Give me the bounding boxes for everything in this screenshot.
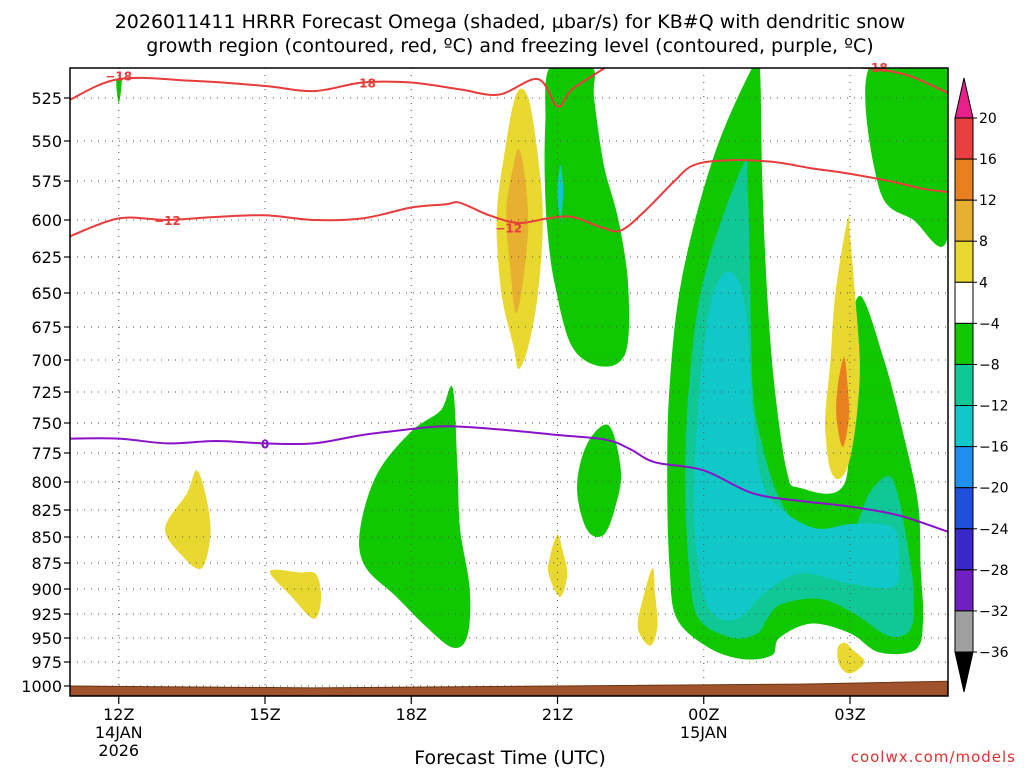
- colorbar-label: −20: [979, 481, 1009, 497]
- colorbar-label: 16: [979, 152, 997, 168]
- omega-region-o2: [836, 356, 850, 447]
- colorbar-bin: [954, 322, 974, 365]
- colorbar-label: −36: [979, 645, 1009, 661]
- colorbar-bin: [954, 446, 974, 489]
- y-tick-label: 575: [31, 172, 62, 191]
- colorbar: 20 16 12 8 4 −4 −8 −12 −16 −20 −24 −28 −32 −36: [954, 77, 1009, 693]
- dgz-contour-line: [70, 68, 607, 108]
- colorbar-bin: [954, 158, 974, 201]
- omega-region-y3: [165, 470, 211, 569]
- colorbar-label: −24: [979, 522, 1009, 538]
- freezing-level-line: [70, 425, 948, 533]
- colorbar-label: −16: [979, 440, 1009, 456]
- colorbar-bin: [954, 117, 974, 160]
- x-tick-label: 18Z: [396, 705, 427, 724]
- colorbar-label: −12: [979, 399, 1009, 415]
- colorbar-label: −28: [979, 563, 1009, 579]
- dgz-contour-label: −12: [495, 221, 522, 235]
- colorbar-bin: [954, 528, 974, 571]
- credit-text: coolwx.com/models: [851, 748, 1016, 766]
- y-tick-label: 775: [31, 444, 62, 463]
- x-tick-label: 12Z: [103, 705, 134, 724]
- colorbar-bottom-arrow: [954, 651, 974, 693]
- omega-region-w4: [359, 385, 471, 648]
- y-tick-label: 875: [31, 554, 62, 573]
- y-tick-label: 600: [31, 211, 62, 230]
- y-tick-label: 675: [31, 318, 62, 337]
- omega-region-y7: [837, 642, 865, 674]
- x-tick-label: 03Z: [834, 705, 865, 724]
- colorbar-label: 12: [979, 193, 997, 209]
- colorbar-bin: [954, 610, 974, 653]
- y-tick-label: 1000: [21, 677, 62, 696]
- colorbar-bin: [954, 569, 974, 612]
- omega-region-y6: [637, 568, 658, 646]
- x-tick-date: 15JAN: [680, 723, 728, 742]
- omega-region-y9: [116, 78, 122, 104]
- y-tick-label: 850: [31, 528, 62, 547]
- dgz-contour-line: [70, 159, 948, 238]
- omega-region-o1: [506, 148, 529, 314]
- colorbar-bin: [954, 487, 974, 530]
- y-tick-label: 925: [31, 605, 62, 624]
- y-tick-label: 825: [31, 501, 62, 520]
- x-tick-label: 00Z: [688, 705, 719, 724]
- chart-title-line2: growth region (contoured, red, ºC) and f…: [146, 35, 873, 57]
- omega-shading: [116, 68, 948, 674]
- omega-region-w1c: [557, 165, 564, 220]
- omega-region-y2: [825, 216, 860, 480]
- colorbar-label: 4: [979, 275, 988, 291]
- y-tick-label: 950: [31, 629, 62, 648]
- y-tick-label: 700: [31, 351, 62, 370]
- y-tick-label: 800: [31, 473, 62, 492]
- colorbar-top-arrow: [954, 77, 974, 119]
- x-tick-year: 2026: [98, 741, 139, 760]
- omega-region-w3: [865, 68, 948, 247]
- colorbar-bin: [954, 281, 974, 324]
- colorbar-label: 8: [979, 234, 988, 250]
- y-tick-label: 725: [31, 383, 62, 402]
- x-tick-label: 21Z: [542, 705, 573, 724]
- freezing-level-label: 0: [261, 437, 269, 451]
- y-tick-label: 900: [31, 580, 62, 599]
- plot-frame: [69, 67, 949, 697]
- dgz-contour-label: −18: [105, 70, 132, 84]
- y-tick-label: 525: [31, 89, 62, 108]
- omega-region-w1: [544, 68, 630, 367]
- x-tick-date: 14JAN: [95, 723, 143, 742]
- dgz-contour-line: [854, 68, 948, 94]
- x-axis-label: Forecast Time (UTC): [414, 747, 605, 768]
- colorbar-label: −4: [979, 316, 1000, 332]
- dgz-contour-label: −12: [154, 214, 181, 228]
- y-tick-label: 650: [31, 284, 62, 303]
- colorbar-label: −32: [979, 604, 1009, 620]
- contours: [70, 68, 948, 533]
- y-tick-label: 625: [31, 248, 62, 267]
- dgz-contour-label: −18: [349, 77, 376, 91]
- colorbar-bin: [954, 363, 974, 407]
- colorbar-label: 20: [979, 111, 997, 127]
- y-tick-label: 975: [31, 653, 62, 672]
- chart-title-line1: 2026011411 HRRR Forecast Omega (shaded, …: [115, 11, 906, 33]
- colorbar-bin: [954, 240, 974, 283]
- y-tick-label: 750: [31, 414, 62, 433]
- colorbar-bin: [954, 199, 974, 242]
- colorbar-bin: [954, 405, 974, 448]
- omega-region-y4: [269, 569, 322, 619]
- colorbar-label: −8: [979, 357, 1000, 373]
- y-axis: 525 550 575 600 625 650 675 700 725 750 775 800 825 8…: [21, 89, 70, 696]
- y-tick-label: 550: [31, 132, 62, 151]
- omega-region-c2: [693, 271, 900, 621]
- x-tick-label: 15Z: [249, 705, 280, 724]
